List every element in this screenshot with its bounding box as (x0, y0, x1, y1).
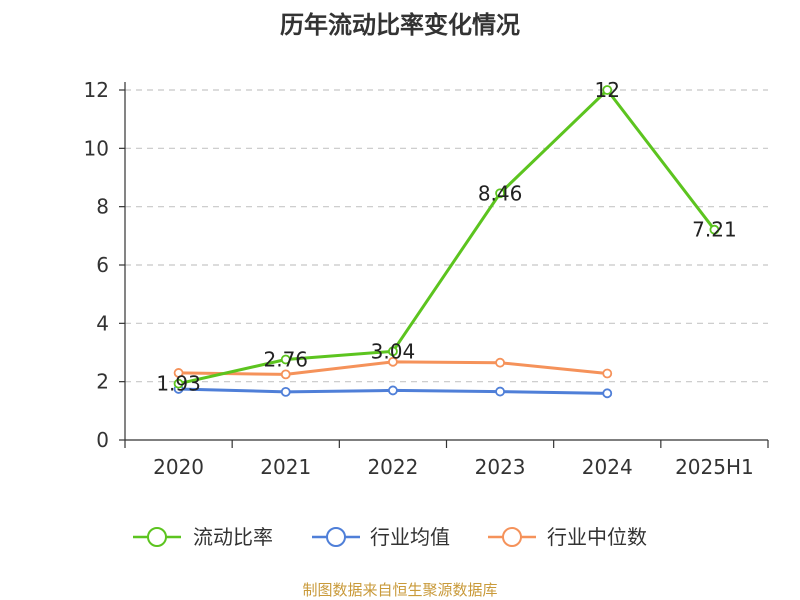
source-note: 制图数据来自恒生聚源数据库 (302, 581, 497, 599)
data-label: 3.04 (371, 339, 416, 363)
data-label: 12 (595, 78, 620, 102)
axes: 0 2 4 6 8 10 12 2020 2021 2022 2023 2024 2025H1 (84, 78, 769, 479)
data-point (495, 386, 505, 397)
data-point (388, 385, 398, 396)
x-tick-label: 2025H1 (675, 455, 754, 479)
y-tick-label: 12 (84, 78, 109, 102)
y-tick-label: 0 (96, 428, 109, 452)
data-labels: 1.93 2.76 3.04 8.46 12 7.21 (156, 78, 736, 396)
y-tick-label: 6 (96, 253, 109, 277)
x-tick-label: 2023 (475, 455, 526, 479)
data-point (388, 356, 398, 367)
data-point (280, 386, 291, 397)
series-lines (173, 85, 720, 399)
data-point (602, 85, 613, 95)
data-point (602, 388, 613, 399)
data-point (495, 188, 505, 199)
x-tick-label: 2022 (367, 455, 418, 479)
x-tick-label: 2024 (582, 455, 633, 479)
legend-label: 行业中位数 (547, 525, 647, 549)
y-tick-label: 2 (96, 370, 109, 394)
y-tick-label: 4 (96, 311, 109, 335)
legend-swatch-marker (502, 527, 522, 547)
data-label: 8.46 (478, 181, 523, 205)
data-point (388, 346, 398, 357)
data-point (709, 224, 720, 235)
data-point (602, 368, 613, 379)
legend[interactable]: 流动比率 行业均值 行业中位数 (133, 525, 647, 549)
x-tick-label: 2021 (260, 455, 311, 479)
legend-swatch-marker (326, 527, 346, 547)
y-tick-label: 8 (96, 195, 109, 219)
data-point (280, 354, 291, 365)
legend-item[interactable]: 行业中位数 (488, 525, 647, 549)
series-line (178, 88, 716, 386)
data-point (173, 378, 184, 389)
grid-lines (125, 89, 768, 383)
data-point (495, 357, 505, 368)
data-label: 1.93 (156, 372, 201, 396)
legend-swatch-marker (147, 527, 167, 547)
chart-title: 历年流动比率变化情况 (280, 11, 520, 39)
data-point (173, 368, 184, 378)
data-label: 2.76 (263, 348, 308, 372)
legend-label: 行业均值 (370, 525, 450, 549)
data-point (280, 369, 291, 380)
legend-item[interactable]: 行业均值 (312, 525, 450, 549)
y-tick-label: 10 (84, 136, 109, 160)
legend-item[interactable]: 流动比率 (133, 525, 273, 549)
x-tick-label: 2020 (153, 455, 204, 479)
legend-label: 流动比率 (193, 525, 273, 549)
data-label: 7.21 (692, 218, 737, 242)
